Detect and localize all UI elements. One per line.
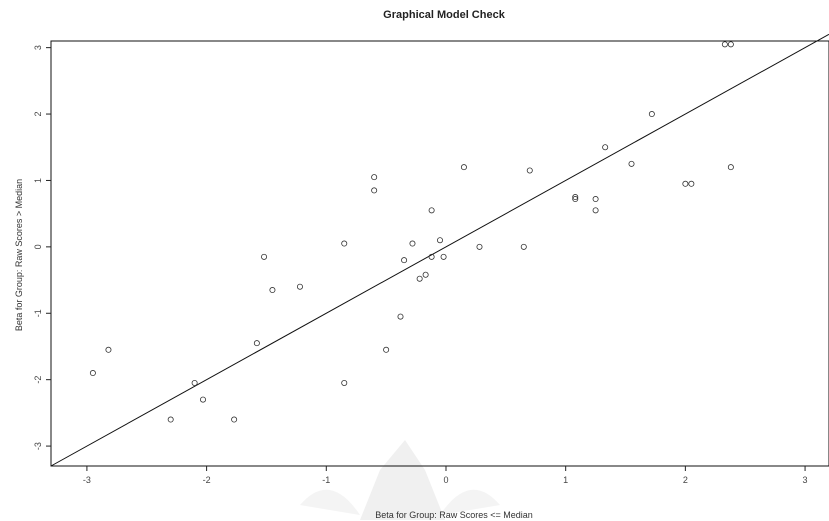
data-points xyxy=(89,41,734,423)
x-tick-label: 1 xyxy=(563,475,568,485)
data-point xyxy=(520,243,527,250)
watermark-crest xyxy=(300,440,500,520)
y-tick-label: 3 xyxy=(33,45,43,50)
data-point xyxy=(476,243,483,250)
data-point xyxy=(89,370,96,377)
chart-title: Graphical Model Check xyxy=(383,9,506,21)
data-point xyxy=(572,196,579,203)
y-axis-label: Beta for Group: Raw Scores > Median xyxy=(14,179,24,331)
data-point xyxy=(428,207,435,214)
data-point xyxy=(436,237,443,244)
x-tick-label: -3 xyxy=(83,475,91,485)
data-point xyxy=(409,240,416,247)
y-tick-label: -2 xyxy=(33,376,43,384)
data-point xyxy=(231,416,238,423)
x-tick-label: -1 xyxy=(322,475,330,485)
data-point xyxy=(602,144,609,151)
data-point xyxy=(592,196,599,203)
data-point xyxy=(422,271,429,278)
data-point xyxy=(261,253,268,260)
y-tick-label: -3 xyxy=(33,442,43,450)
data-point xyxy=(727,41,734,48)
x-tick-label: 2 xyxy=(683,475,688,485)
data-point xyxy=(416,275,423,282)
data-point xyxy=(269,287,276,294)
data-point xyxy=(371,187,378,194)
y-tick-label: 0 xyxy=(33,244,43,249)
reference-line xyxy=(50,33,829,467)
data-point xyxy=(341,240,348,247)
data-point xyxy=(572,194,579,201)
x-axis: -3 -2 -1 0 1 2 3 xyxy=(83,466,808,485)
data-point xyxy=(526,167,533,174)
data-point xyxy=(191,379,198,386)
data-point xyxy=(727,164,734,171)
reference-line-group xyxy=(50,33,829,467)
data-point xyxy=(428,253,435,260)
data-point xyxy=(200,396,207,403)
data-point xyxy=(253,340,260,347)
data-point xyxy=(341,379,348,386)
x-tick-label: 3 xyxy=(803,475,808,485)
data-point xyxy=(592,207,599,214)
data-point xyxy=(648,111,655,118)
data-point xyxy=(397,313,404,320)
y-tick-label: 2 xyxy=(33,112,43,117)
y-tick-label: -1 xyxy=(33,309,43,317)
data-point xyxy=(105,346,112,353)
y-axis: -3 -2 -1 0 1 2 3 xyxy=(33,45,51,450)
data-point xyxy=(628,160,635,167)
data-point xyxy=(460,164,467,171)
data-point xyxy=(682,180,689,187)
data-point xyxy=(296,283,303,290)
x-tick-label: -2 xyxy=(203,475,211,485)
data-point xyxy=(383,346,390,353)
plot-frame xyxy=(50,40,829,467)
x-tick-label: 0 xyxy=(443,475,448,485)
data-point xyxy=(401,257,408,264)
data-point xyxy=(721,41,728,48)
data-point xyxy=(371,174,378,181)
data-point xyxy=(440,253,447,260)
x-axis-label: Beta for Group: Raw Scores <= Median xyxy=(375,510,533,520)
data-point xyxy=(688,180,695,187)
y-tick-label: 1 xyxy=(33,178,43,183)
data-point xyxy=(167,416,174,423)
